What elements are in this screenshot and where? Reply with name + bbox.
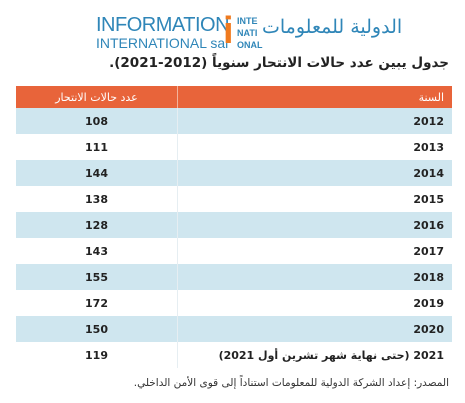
year-cell: 2013: [177, 134, 452, 160]
count-cell: 119: [85, 348, 108, 362]
table-row: 2013 111: [16, 134, 452, 160]
table-row: 2018 155: [16, 264, 452, 290]
count-cell: 128: [16, 212, 178, 238]
table-head: السنة عدد حالات الانتحار: [16, 86, 452, 108]
logo-text: INFORMATION: [96, 14, 230, 36]
table-row: 2014 144: [16, 160, 452, 186]
title: جدول يبين عدد حالات الانتحار سنوياً (201…: [109, 55, 449, 71]
table-body: 2012 108 2013 111 2014 144 2015 138 2016 128 2017 1…: [16, 108, 452, 368]
year-cell: 2015: [177, 186, 452, 212]
table-row: 2016 128: [16, 212, 452, 238]
count-cell: 143: [85, 244, 108, 258]
column-header: السنة: [177, 86, 452, 108]
year-cell: 2016: [177, 212, 452, 238]
count-cell: 144: [16, 160, 178, 186]
count-cell: 155: [16, 264, 178, 290]
logo-mark-text: INTE: [237, 16, 258, 26]
year-cell: 2017: [177, 238, 452, 264]
year-cell: 2021 (حتى نهاية شهر تشرين أول 2021): [177, 342, 452, 368]
header-row: السنة عدد حالات الانتحار: [16, 86, 452, 108]
table-row: 2021 (حتى نهاية شهر تشرين أول 2021) 119: [16, 342, 452, 368]
logo-text: INTERNATIONAL sal: [96, 35, 229, 51]
year-cell: 2019: [177, 290, 452, 316]
count-cell: 150: [16, 316, 178, 342]
table-row: 2020 150: [16, 316, 452, 342]
column-header: عدد حالات الانتحار: [16, 86, 178, 108]
count-cell: 172: [85, 296, 108, 310]
year-cell: 2014: [177, 160, 452, 186]
logo-mark-text: ONAL: [237, 40, 263, 50]
logo-mark: i INTE NATI ONAL: [223, 10, 263, 52]
count-cell: 108: [16, 108, 178, 134]
source: المصدر: إعداد الشركة الدولية للمعلومات ا…: [133, 377, 449, 389]
logo-arabic: الدولية للمعلومات: [262, 16, 403, 38]
logo-mark-text: NATI: [237, 28, 258, 38]
count-cell: 138: [85, 192, 108, 206]
year-cell: 2012: [177, 108, 452, 134]
year-cell: 2018: [177, 264, 452, 290]
table-row: 2012 108: [16, 108, 452, 134]
year-cell: 2020: [177, 316, 452, 342]
table-row: 2019 172: [16, 290, 452, 316]
logo: INFORMATION INTERNATIONAL sal i INTE NAT…: [0, 8, 465, 52]
table-row: 2017 143: [16, 238, 452, 264]
logo-i: i: [223, 10, 234, 52]
table-row: 2015 138: [16, 186, 452, 212]
count-cell: 111: [85, 140, 108, 154]
table: السنة عدد حالات الانتحار 2012 108 2013 111 2…: [16, 86, 452, 368]
